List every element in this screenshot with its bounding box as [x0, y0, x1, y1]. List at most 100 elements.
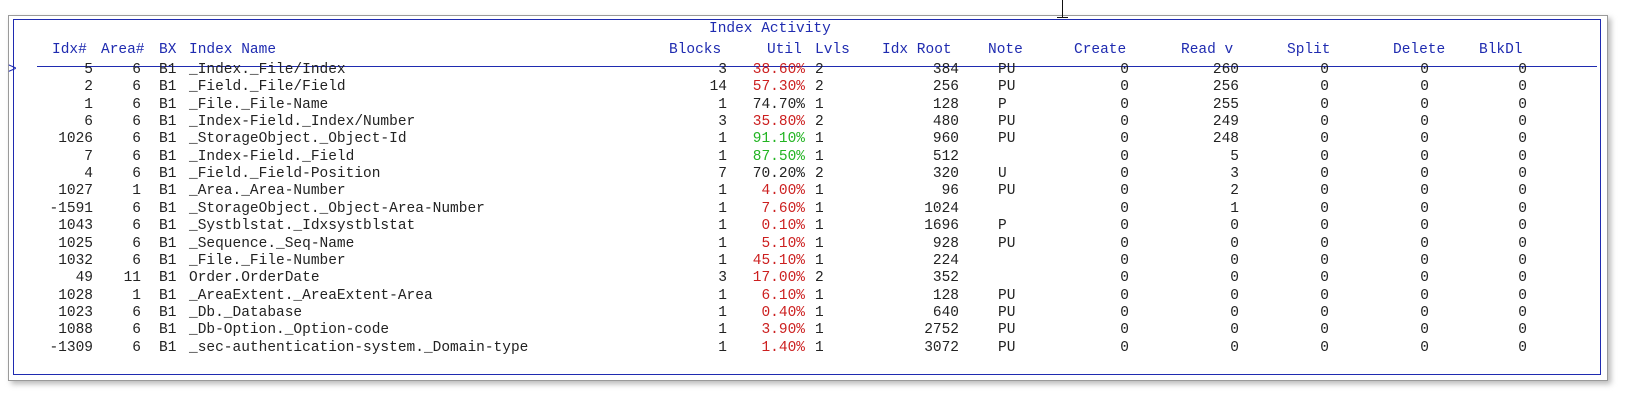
cell-split: 0 — [1320, 131, 1329, 148]
cell-idx: 1032 — [58, 252, 93, 269]
cell-split: 0 — [1320, 200, 1329, 217]
cell-lvls: 1 — [815, 183, 824, 200]
table-row[interactable]: -1591 6 B1 _StorageObject._Object-Area-Numb… — [9, 200, 1607, 218]
cell-idx-root: 224 — [932, 252, 959, 269]
cell-delete: 0 — [1420, 218, 1429, 235]
cell-util: 1.40% — [761, 339, 805, 356]
cell-note: PU — [998, 339, 1016, 356]
cell-util: 3.90% — [761, 322, 805, 339]
cell-area: 6 — [132, 322, 141, 339]
header-lvls[interactable]: Lvls — [815, 42, 850, 58]
header-bx[interactable]: BX — [159, 42, 177, 58]
cell-delete: 0 — [1420, 339, 1429, 356]
cell-read: 248 — [1212, 131, 1239, 148]
header-note[interactable]: Note — [988, 42, 1023, 58]
table-row[interactable]: 1088 6 B1 _Db-Option._Option-code 1 3.90% 1 275… — [9, 321, 1607, 339]
cell-lvls: 2 — [815, 79, 824, 96]
table-row[interactable]: 7 6 B1 _Index-Field._Field 1 87.50% 1 512 0 5 0 0 0 — [9, 148, 1607, 166]
cell-read: 1 — [1230, 200, 1239, 217]
cell-util: 5.10% — [761, 235, 805, 252]
cell-blkdl: 0 — [1518, 287, 1527, 304]
header-delete[interactable]: Delete — [1393, 42, 1446, 58]
table-row[interactable]: 1043 6 B1 _Systblstat._Idxsystblstat 1 0.10% 1… — [9, 217, 1607, 235]
table-row[interactable]: 4 6 B1 _Field._Field-Position 7 70.20% 2 320 U 0 3… — [9, 165, 1607, 183]
text-cursor-icon — [1062, 0, 1063, 18]
cell-split: 0 — [1320, 166, 1329, 183]
cell-read: 0 — [1230, 322, 1239, 339]
header-idx-root[interactable]: Idx Root — [882, 42, 952, 58]
cell-split: 0 — [1320, 148, 1329, 165]
cell-idx: 49 — [75, 270, 93, 287]
table-row[interactable]: 1025 6 B1 _Sequence._Seq-Name 1 5.10% 1 928 PU 0 0… — [9, 235, 1607, 253]
cell-blocks: 1 — [718, 252, 727, 269]
cell-idx-root: 1696 — [924, 218, 959, 235]
cell-bx: B1 — [159, 339, 177, 356]
cell-blocks: 7 — [718, 166, 727, 183]
cell-split: 0 — [1320, 322, 1329, 339]
header-name[interactable]: Index Name — [189, 42, 277, 58]
header-idx[interactable]: Idx# — [52, 42, 87, 58]
cell-index-name: _Index-Field._Field — [189, 148, 355, 165]
cell-area: 6 — [132, 304, 141, 321]
cell-blkdl: 0 — [1518, 235, 1527, 252]
table-row[interactable]: -1309 6 B1 _sec-authentication-system._Doma… — [9, 339, 1607, 357]
cell-blocks: 1 — [718, 218, 727, 235]
cell-split: 0 — [1320, 252, 1329, 269]
table-row[interactable]: 1026 6 B1 _StorageObject._Object-Id 1 91.10% 1… — [9, 130, 1607, 148]
cell-index-name: _Sequence._Seq-Name — [189, 235, 355, 252]
cell-create: 0 — [1120, 287, 1129, 304]
cell-lvls: 2 — [815, 270, 824, 287]
cell-create: 0 — [1120, 322, 1129, 339]
header-blkdl[interactable]: BlkDl — [1479, 42, 1523, 58]
header-blocks[interactable]: Blocks — [669, 42, 722, 58]
table-row[interactable]: 1032 6 B1 _File._File-Number 1 45.10% 1 224 0 0 0 0… — [9, 252, 1607, 270]
cell-index-name: _AreaExtent._AreaExtent-Area — [189, 287, 433, 304]
cell-area: 6 — [132, 218, 141, 235]
cell-util: 0.10% — [761, 218, 805, 235]
cell-create: 0 — [1120, 96, 1129, 113]
cell-blkdl: 0 — [1518, 183, 1527, 200]
cell-bx: B1 — [159, 148, 177, 165]
cell-read: 0 — [1230, 235, 1239, 252]
cell-idx: -1309 — [49, 339, 93, 356]
cell-lvls: 1 — [815, 287, 824, 304]
table-row[interactable]: 1028 1 B1 _AreaExtent._AreaExtent-Area 1 6.10… — [9, 287, 1607, 305]
cell-read: 0 — [1230, 252, 1239, 269]
header-read[interactable]: Read v — [1181, 42, 1234, 58]
cell-index-name: _Index-Field._Index/Number — [189, 114, 416, 131]
header-divider — [37, 66, 1597, 67]
cell-create: 0 — [1120, 235, 1129, 252]
table-row[interactable]: >5 6 B1 _Index._File/Index 3 38.60% 2 384 PU 0 260… — [8, 61, 1607, 79]
cell-read: 255 — [1212, 96, 1239, 113]
header-util[interactable]: Util — [767, 42, 802, 58]
header-create[interactable]: Create — [1074, 42, 1127, 58]
cell-idx: 1027 — [58, 183, 93, 200]
cell-create: 0 — [1120, 114, 1129, 131]
table-row[interactable]: 1027 1 B1 _Area._Area-Number 1 4.00% 1 96 PU 0 2 0 0… — [9, 182, 1607, 200]
table-row[interactable]: 1 6 B1 _File._File-Name 1 74.70% 1 128 P 0 255 0 0 0 — [9, 96, 1607, 114]
cell-idx: 1025 — [58, 235, 93, 252]
cell-lvls: 1 — [815, 304, 824, 321]
table-row[interactable]: 49 11 B1 Order.OrderDate 3 17.00% 2 352 0 0 0 0 0 — [9, 269, 1607, 287]
table-row[interactable]: 1023 6 B1 _Db._Database 1 0.40% 1 640 PU 0 0 0 0 0 — [9, 304, 1607, 322]
cell-blocks: 1 — [718, 322, 727, 339]
cell-idx-root: 96 — [941, 183, 959, 200]
cell-idx-root: 128 — [932, 287, 959, 304]
header-area[interactable]: Area# — [101, 42, 145, 58]
cell-create: 0 — [1120, 304, 1129, 321]
cell-idx-root: 640 — [932, 304, 959, 321]
cell-create: 0 — [1120, 166, 1129, 183]
cell-note: PU — [998, 287, 1016, 304]
cell-blocks: 1 — [718, 304, 727, 321]
cell-idx: 1043 — [58, 218, 93, 235]
cell-bx: B1 — [159, 304, 177, 321]
header-split[interactable]: Split — [1287, 42, 1331, 58]
cell-util: 45.10% — [752, 252, 805, 269]
table-row[interactable]: 6 6 B1 _Index-Field._Index/Number 3 35.80% 2 48… — [9, 113, 1607, 131]
cell-delete: 0 — [1420, 166, 1429, 183]
table-row[interactable]: 2 6 B1 _Field._File/Field 14 57.30% 2 256 PU 0 256… — [9, 78, 1607, 96]
cell-split: 0 — [1320, 270, 1329, 287]
cell-util: 91.10% — [752, 131, 805, 148]
cell-idx-root: 928 — [932, 235, 959, 252]
cell-delete: 0 — [1420, 131, 1429, 148]
